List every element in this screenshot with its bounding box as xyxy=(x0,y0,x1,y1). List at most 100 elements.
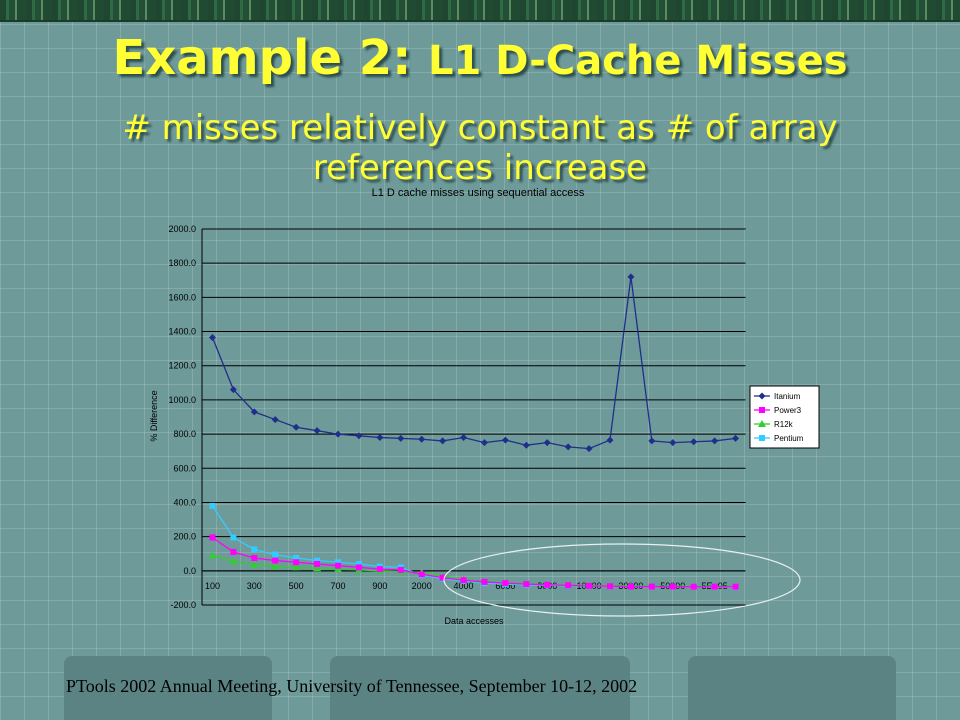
slide-subtitle: # misses relatively constant as # of arr… xyxy=(122,108,838,188)
data-point xyxy=(208,551,217,559)
y-tick-label: 200.0 xyxy=(173,532,196,542)
legend-entry: Itanium xyxy=(774,392,801,401)
series-line xyxy=(212,536,736,588)
y-tick-label: 1200.0 xyxy=(168,361,196,371)
data-point xyxy=(272,557,279,564)
data-point xyxy=(313,564,322,572)
data-point xyxy=(229,386,237,394)
data-point xyxy=(335,559,341,566)
data-point xyxy=(293,559,300,566)
data-point xyxy=(292,563,301,571)
data-point xyxy=(565,582,572,589)
data-point xyxy=(690,438,698,446)
data-point xyxy=(711,437,719,445)
circuit-board-banner xyxy=(0,0,960,22)
y-tick-label: 800.0 xyxy=(173,429,196,439)
data-point xyxy=(502,580,509,587)
y-tick-label: 1800.0 xyxy=(168,258,196,268)
y-tick-label: -200.0 xyxy=(170,600,196,610)
data-point xyxy=(418,435,426,443)
data-point xyxy=(209,502,216,509)
data-point xyxy=(355,564,362,571)
x-tick-label: 500 xyxy=(289,581,304,591)
footer-tab-center xyxy=(330,656,630,720)
data-point xyxy=(460,577,467,584)
data-point xyxy=(711,583,718,590)
x-tick-label: 300 xyxy=(247,581,262,591)
data-point xyxy=(523,581,530,588)
slide-title: Example 2: L1 D-Cache Misses xyxy=(20,34,940,82)
chart-title: L1 D cache misses using sequential acces… xyxy=(372,187,585,199)
data-point xyxy=(585,445,593,453)
data-point xyxy=(732,434,740,442)
data-point xyxy=(355,432,363,440)
data-point xyxy=(759,407,765,413)
data-point xyxy=(481,578,488,585)
data-point xyxy=(314,557,321,564)
footer-text: PTools 2002 Annual Meeting, University o… xyxy=(66,676,638,696)
data-point xyxy=(627,273,635,281)
data-point xyxy=(230,534,237,541)
slide-title-part1: Example 2: xyxy=(112,30,429,86)
data-point xyxy=(271,562,280,570)
footer-tab-right xyxy=(688,656,896,720)
series-line xyxy=(211,276,736,450)
data-point xyxy=(230,549,237,556)
y-axis-label: % Difference xyxy=(149,390,159,441)
legend-entry: Power3 xyxy=(774,406,802,415)
x-tick-label: 100 xyxy=(205,581,220,591)
data-point xyxy=(313,427,321,435)
x-tick-label: 4000 xyxy=(454,581,474,591)
data-point xyxy=(397,434,405,442)
data-point xyxy=(208,334,216,342)
data-point xyxy=(758,420,766,427)
y-tick-label: 2000.0 xyxy=(168,224,196,234)
data-point xyxy=(758,392,766,400)
data-point xyxy=(397,566,404,573)
y-tick-label: 1000.0 xyxy=(168,395,196,405)
data-point xyxy=(251,555,258,561)
data-point xyxy=(439,574,446,581)
x-tick-label: 900 xyxy=(372,581,387,591)
data-point xyxy=(501,436,509,444)
data-point xyxy=(648,583,655,590)
data-point xyxy=(544,581,551,588)
data-point xyxy=(209,534,216,541)
slide-title-part2: L1 D-Cache Misses xyxy=(428,38,848,84)
data-point xyxy=(543,439,551,447)
series-power3 xyxy=(209,534,739,590)
data-point xyxy=(355,560,362,567)
data-point xyxy=(759,435,765,441)
legend-entry: R12k xyxy=(774,420,794,429)
x-tick-label: 700 xyxy=(330,581,345,591)
data-point xyxy=(522,441,530,449)
series-itanium xyxy=(208,273,740,453)
data-point xyxy=(250,408,258,416)
data-point xyxy=(564,443,572,451)
data-point xyxy=(272,551,279,558)
data-point xyxy=(606,436,614,444)
data-point xyxy=(648,437,656,445)
data-point xyxy=(229,557,238,565)
footer-tab-left xyxy=(64,656,272,720)
data-point xyxy=(439,437,447,445)
legend-entry: Pentium xyxy=(774,434,804,443)
data-point xyxy=(334,430,342,438)
data-point xyxy=(376,434,384,442)
data-point xyxy=(607,583,613,590)
data-point xyxy=(271,416,279,424)
y-tick-label: 0.0 xyxy=(183,566,196,576)
data-point xyxy=(627,583,634,590)
data-point xyxy=(480,439,488,447)
data-point xyxy=(460,434,468,442)
data-point xyxy=(669,583,676,590)
data-point xyxy=(669,439,677,447)
data-point xyxy=(586,582,593,589)
y-tick-label: 600.0 xyxy=(173,463,196,473)
data-point xyxy=(251,546,258,553)
data-point xyxy=(732,583,739,590)
data-point xyxy=(250,560,259,568)
data-point xyxy=(690,583,697,590)
x-tick-label: 2000 xyxy=(412,581,432,591)
